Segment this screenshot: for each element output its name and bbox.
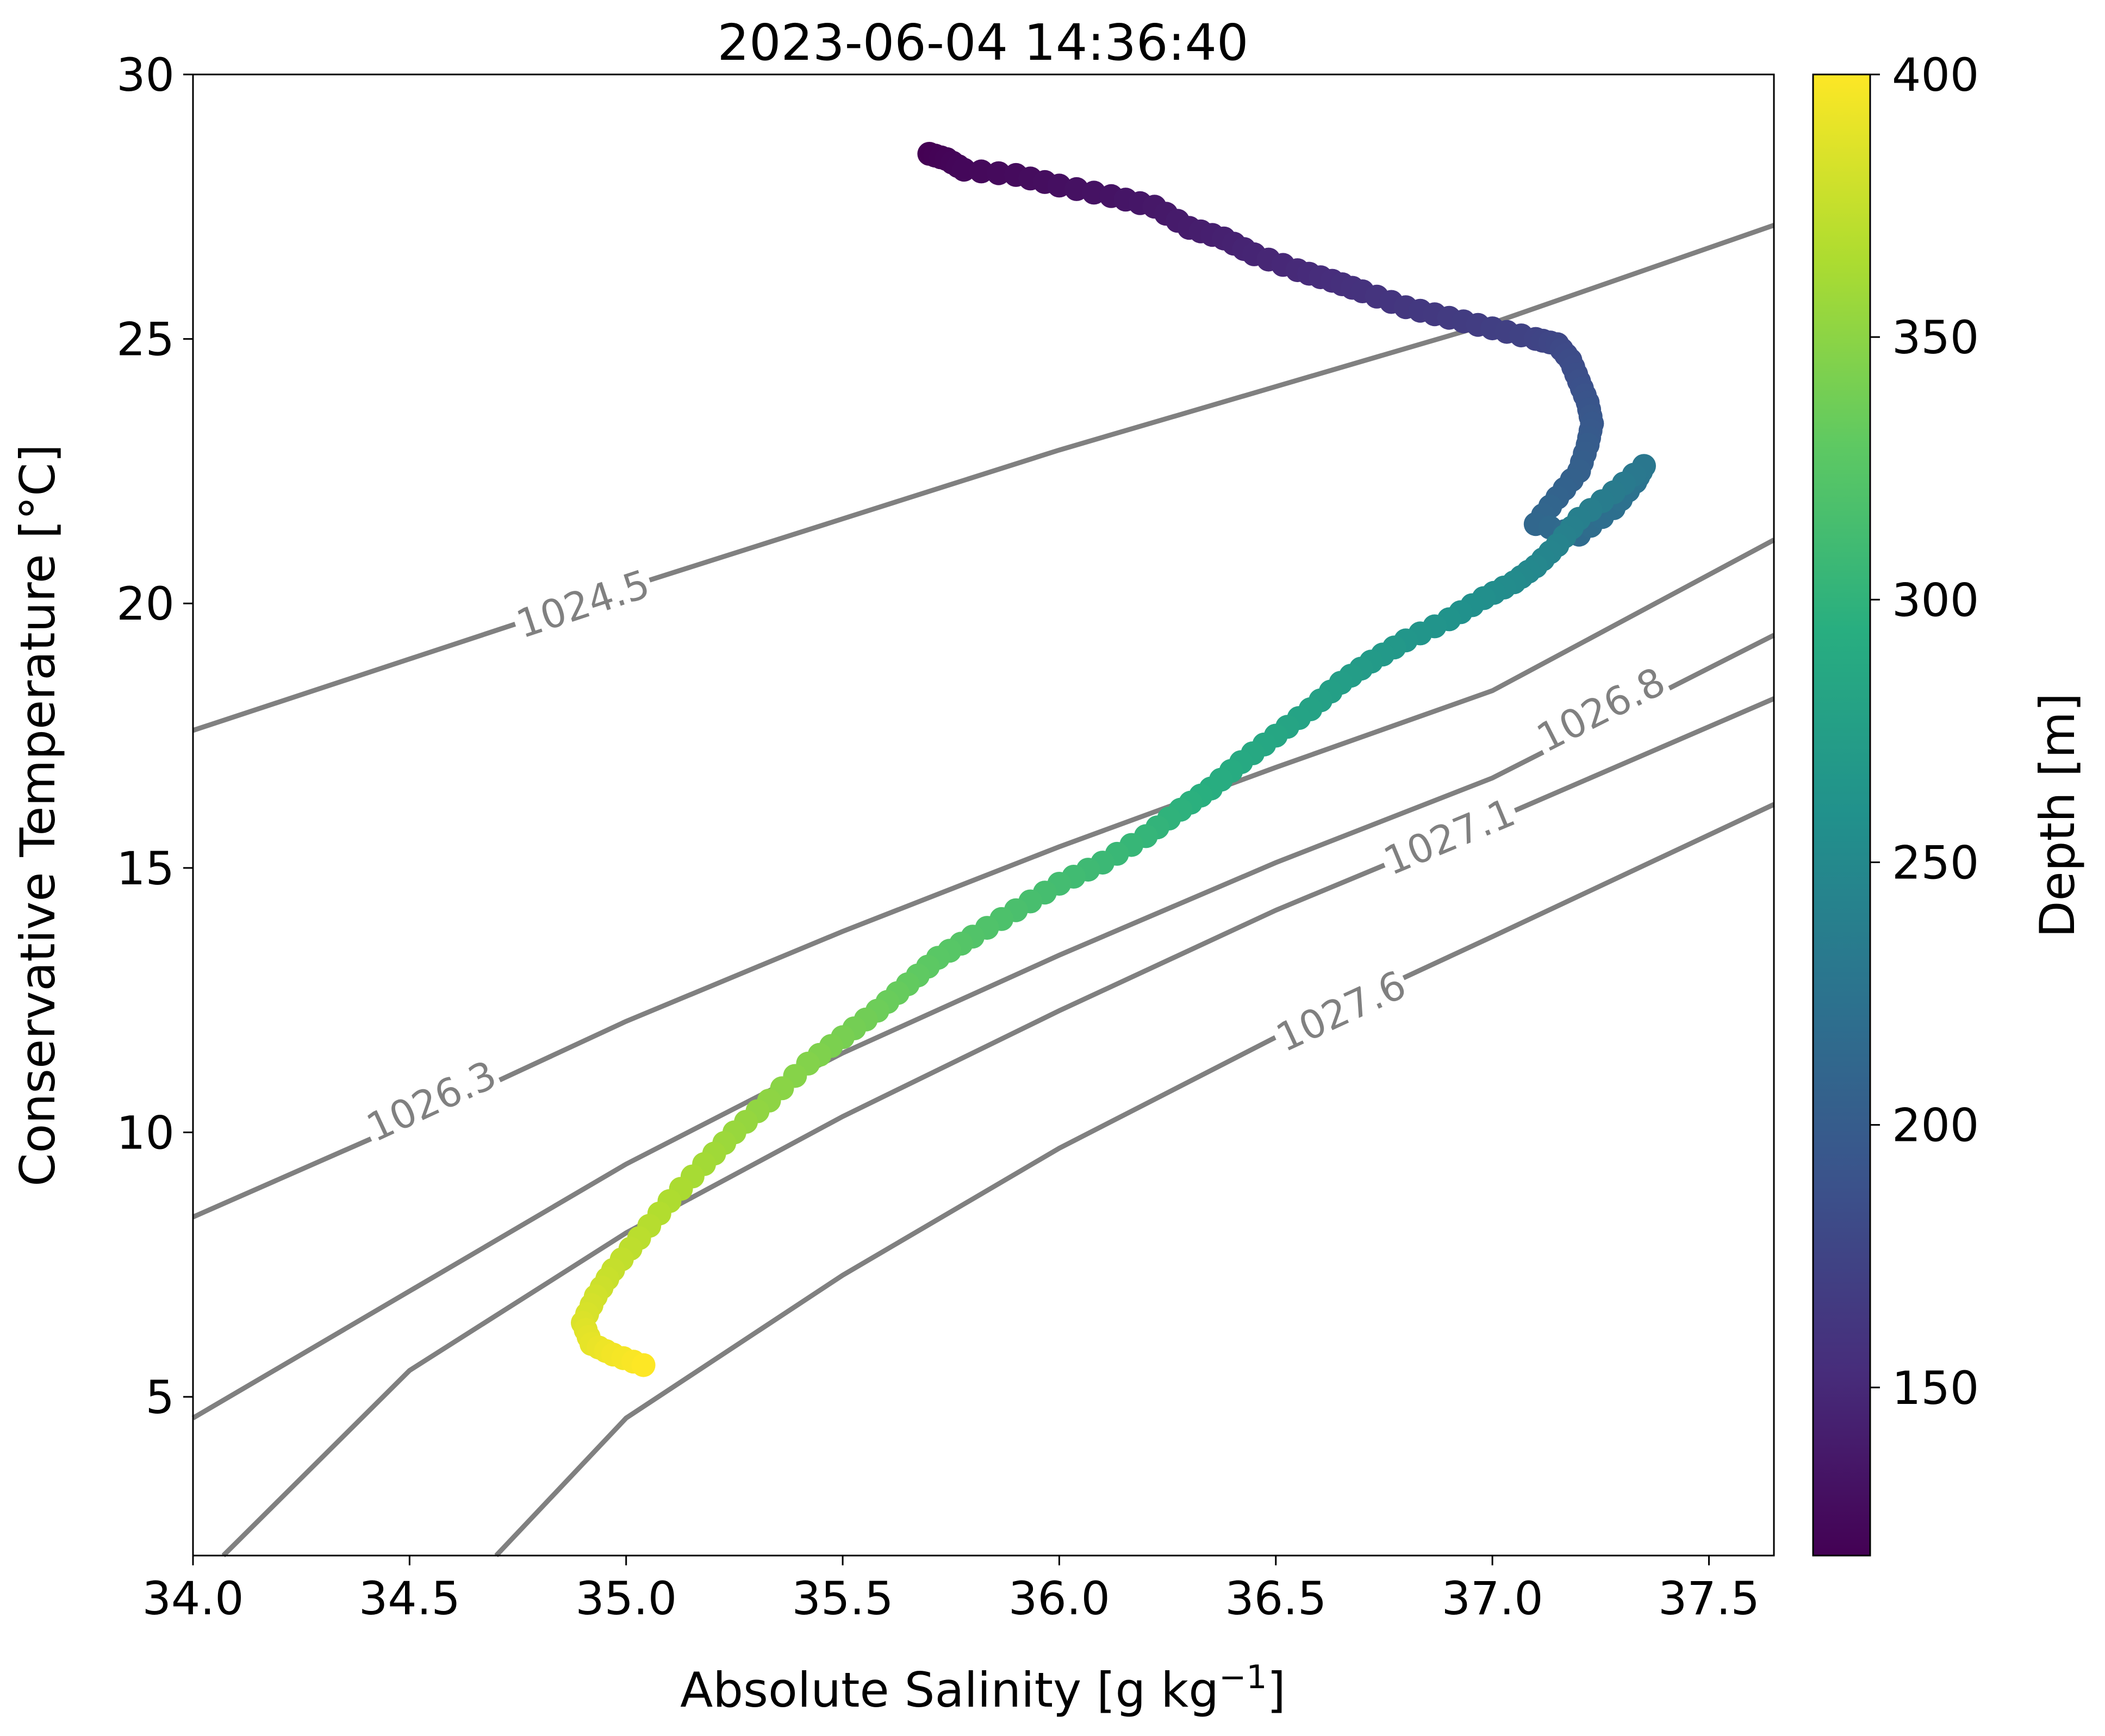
colorbar-tick-label: 150 <box>1892 1362 1979 1415</box>
y-tick-label: 30 <box>116 48 175 102</box>
x-axis-title-superscript: −1 <box>1219 1658 1267 1696</box>
x-axis-title-end: ] <box>1267 1662 1286 1718</box>
profile-point <box>969 159 993 184</box>
profile-point <box>986 161 1011 185</box>
x-tick-label: 37.0 <box>1442 1572 1543 1625</box>
x-tick-label: 36.0 <box>1008 1572 1110 1625</box>
y-tick-label: 25 <box>116 313 175 366</box>
y-axis-ticks: 5 10 15 20 25 30 <box>116 48 193 1424</box>
isopycnal-label-bg <box>1374 786 1524 886</box>
y-tick-label: 10 <box>116 1106 175 1159</box>
isopycnal-label: 1024.5 <box>511 561 656 647</box>
x-axis-title-main: Absolute Salinity [g kg <box>680 1662 1219 1718</box>
x-tick-label: 36.5 <box>1225 1572 1326 1625</box>
x-tick-label: 35.5 <box>792 1572 894 1625</box>
isopycnal-line <box>192 223 1775 733</box>
colorbar-ticks: 150 200 250 300 350 400 <box>1870 48 1979 1415</box>
isopycnal-label-bg <box>357 1048 506 1153</box>
colorbar-tick-label: 400 <box>1892 48 1979 102</box>
colorbar-tick-label: 200 <box>1892 1099 1979 1152</box>
isopycnal-contours <box>191 223 1776 1558</box>
isopycnal-label: 1027.1 <box>1377 789 1521 884</box>
isopycnal-label: 1026.3 <box>360 1052 503 1151</box>
isopycnal-line <box>191 633 1776 1420</box>
x-tick-label: 34.0 <box>142 1572 244 1625</box>
y-tick-label: 20 <box>116 577 175 630</box>
isopycnal-line <box>221 696 1775 1558</box>
y-tick-label: 5 <box>146 1371 175 1424</box>
y-tick-label: 15 <box>116 842 175 895</box>
isopycnal-label-bg <box>1527 655 1675 763</box>
isopycnal-label: 1027.6 <box>1269 961 1413 1060</box>
profile-point <box>631 1353 656 1377</box>
profile-point <box>952 158 976 182</box>
isopycnal-line <box>494 802 1775 1558</box>
isopycnal-label: 1026.8 <box>1529 658 1672 761</box>
chart-title: 2023-06-04 14:36:40 <box>717 14 1248 72</box>
plot-frame <box>192 73 1775 1557</box>
x-tick-label: 34.5 <box>359 1572 460 1625</box>
x-tick-label: 35.0 <box>575 1572 677 1625</box>
colorbar-tick-label: 250 <box>1892 836 1979 889</box>
x-axis-ticks: 34.0 34.5 35.0 35.5 36.0 36.5 37.0 37.5 <box>142 1556 1760 1625</box>
profile-points <box>571 142 1656 1377</box>
x-axis-title: Absolute Salinity [g kg−1] <box>680 1658 1286 1718</box>
colorbar-tick-label: 300 <box>1892 573 1979 627</box>
colorbar-title: Depth [m] <box>2029 693 2085 938</box>
colorbar-tick-label: 350 <box>1892 311 1979 364</box>
x-tick-label: 37.5 <box>1658 1572 1760 1625</box>
isopycnal-label-bg <box>1266 959 1416 1063</box>
y-axis-title: Conservative Temperature [°C] <box>10 444 66 1187</box>
colorbar <box>1812 73 1871 1557</box>
isopycnal-label-bg <box>508 558 658 649</box>
